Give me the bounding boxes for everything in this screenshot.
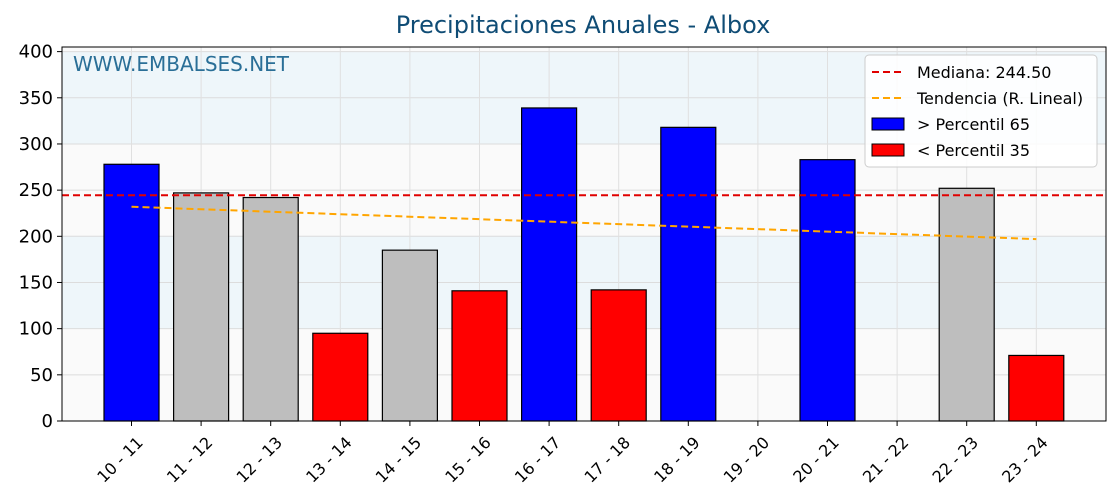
- x-tick-label: 10 - 11: [93, 433, 147, 487]
- y-tick-label: 0: [42, 411, 53, 432]
- legend: Mediana: 244.50 Tendencia (R. Lineal) > P…: [864, 54, 1098, 168]
- x-tick-label: 22 - 23: [929, 433, 983, 487]
- x-tick-label: 21 - 22: [859, 433, 913, 487]
- bar: [451, 290, 508, 422]
- background-band: [62, 47, 1106, 52]
- x-tick-label: 18 - 19: [650, 433, 704, 487]
- chart-title: Precipitaciones Anuales - Albox: [396, 11, 771, 39]
- x-tick-label: 11 - 12: [163, 433, 217, 487]
- bar: [312, 332, 369, 422]
- y-tick-label: 200: [19, 226, 53, 247]
- trend-line: [131, 205, 1037, 241]
- x-tick-label: 15 - 16: [441, 433, 495, 487]
- y-tick-label: 300: [19, 134, 53, 155]
- legend-box: [864, 54, 1098, 168]
- bar: [381, 249, 438, 422]
- y-tick-label: 50: [30, 365, 53, 386]
- plot-frame: [61, 46, 1107, 422]
- y-tick-label: 150: [19, 272, 53, 293]
- x-tick-label: 13 - 14: [302, 433, 356, 487]
- x-tick-label: 14 - 15: [372, 433, 426, 487]
- bar: [173, 192, 230, 422]
- y-tick-label: 400: [19, 42, 53, 63]
- bar: [938, 187, 995, 422]
- watermark-text: WWW.EMBALSES.NET: [73, 52, 290, 76]
- legend-label: Tendencia (R. Lineal): [916, 89, 1083, 108]
- legend-swatch-patch: [871, 143, 905, 157]
- bar: [1008, 354, 1065, 422]
- bar: [799, 159, 856, 422]
- x-tick-label: 20 - 21: [789, 433, 843, 487]
- bar: [590, 289, 647, 422]
- legend-label: > Percentil 65: [917, 115, 1030, 134]
- bar: [660, 126, 717, 422]
- x-tick-label: 23 - 24: [998, 433, 1052, 487]
- bar: [242, 196, 299, 422]
- legend-label: < Percentil 35: [917, 141, 1030, 160]
- x-tick-label: 19 - 20: [720, 433, 774, 487]
- bar: [103, 163, 160, 422]
- x-tick-label: 17 - 18: [581, 433, 635, 487]
- x-tick-label: 16 - 17: [511, 433, 565, 487]
- legend-label: Mediana: 244.50: [917, 63, 1051, 82]
- bar: [520, 107, 578, 422]
- y-tick-label: 100: [19, 319, 53, 340]
- y-tick-label: 250: [19, 180, 53, 201]
- legend-swatch-patch: [871, 117, 905, 131]
- y-tick-label: 350: [19, 88, 53, 109]
- x-tick-label: 12 - 13: [233, 433, 287, 487]
